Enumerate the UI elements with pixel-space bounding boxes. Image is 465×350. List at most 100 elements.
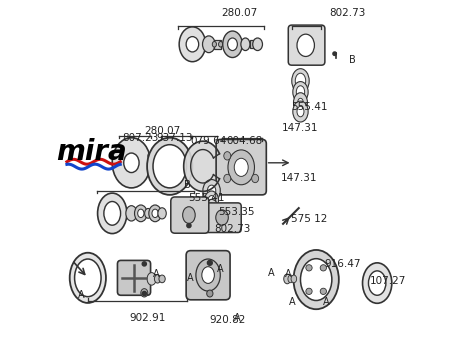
Ellipse shape [206,199,218,215]
Ellipse shape [297,106,304,117]
FancyBboxPatch shape [118,260,151,295]
Text: 575 12: 575 12 [291,214,327,224]
Text: 147.31: 147.31 [280,174,317,183]
Ellipse shape [207,185,216,196]
Text: 147.31: 147.31 [282,123,319,133]
Text: 555.41: 555.41 [188,193,225,203]
Ellipse shape [284,274,291,284]
Bar [214,40,221,49]
Text: A: A [288,297,295,307]
Ellipse shape [296,86,305,98]
Ellipse shape [213,42,217,47]
Ellipse shape [293,250,339,309]
Ellipse shape [291,275,297,283]
Ellipse shape [300,259,332,301]
Text: 280.07: 280.07 [221,8,258,18]
Text: A: A [78,290,84,300]
Text: A: A [217,264,224,274]
Ellipse shape [288,275,293,283]
Text: A: A [153,270,159,279]
Text: 807.23: 807.23 [122,133,158,143]
Ellipse shape [306,288,312,294]
Polygon shape [184,141,219,191]
Ellipse shape [252,174,259,183]
Ellipse shape [228,150,254,185]
Ellipse shape [320,288,326,294]
Ellipse shape [363,263,392,303]
Text: 079.64: 079.64 [190,136,226,146]
Text: 920.82: 920.82 [209,315,246,325]
Ellipse shape [154,275,161,283]
FancyBboxPatch shape [203,203,241,232]
Text: 902.91: 902.91 [129,313,165,323]
Text: A: A [267,268,274,278]
Text: A: A [234,313,241,323]
Circle shape [142,292,146,296]
Ellipse shape [149,205,161,222]
Ellipse shape [205,191,219,209]
Ellipse shape [196,259,220,291]
Text: 107.27: 107.27 [370,276,406,286]
Ellipse shape [306,265,312,271]
Ellipse shape [224,174,231,183]
Ellipse shape [74,259,101,297]
Ellipse shape [234,158,248,176]
Ellipse shape [147,273,156,285]
Text: B: B [184,181,191,190]
Ellipse shape [141,289,148,297]
Text: 553.35: 553.35 [218,206,254,217]
Ellipse shape [298,98,303,107]
Ellipse shape [293,82,308,103]
Text: 937.13: 937.13 [157,133,193,143]
Ellipse shape [207,290,213,297]
Ellipse shape [293,101,308,122]
Text: B: B [349,55,356,65]
Ellipse shape [158,208,166,219]
Circle shape [187,223,191,228]
Text: 802.73: 802.73 [329,8,366,18]
Text: 916.47: 916.47 [324,259,360,269]
Circle shape [333,52,336,55]
Ellipse shape [153,145,186,188]
Ellipse shape [186,37,199,52]
Text: A: A [285,270,292,279]
Ellipse shape [179,27,206,62]
Ellipse shape [241,38,250,50]
Bar [250,40,255,48]
Ellipse shape [368,271,386,295]
Ellipse shape [112,138,151,188]
Ellipse shape [147,138,193,195]
Ellipse shape [216,210,228,225]
FancyBboxPatch shape [171,197,209,233]
Bar [335,52,336,58]
Ellipse shape [224,152,231,160]
Ellipse shape [148,153,153,159]
Text: A: A [187,273,194,283]
Ellipse shape [203,36,215,52]
Ellipse shape [228,38,237,50]
Text: 004.68: 004.68 [226,136,263,146]
Ellipse shape [295,73,306,89]
Ellipse shape [152,209,158,218]
Ellipse shape [293,93,307,112]
Ellipse shape [292,69,309,93]
Ellipse shape [148,167,153,173]
Text: mira: mira [56,138,126,166]
Ellipse shape [202,267,214,284]
FancyBboxPatch shape [288,25,325,65]
Ellipse shape [138,209,144,218]
Ellipse shape [145,209,152,218]
Ellipse shape [209,203,214,211]
Text: 802.73: 802.73 [214,224,251,234]
Ellipse shape [159,275,165,283]
FancyBboxPatch shape [186,251,230,300]
Ellipse shape [134,205,147,222]
Ellipse shape [320,265,326,271]
Ellipse shape [252,38,262,50]
Ellipse shape [219,42,223,47]
Ellipse shape [70,253,106,303]
Ellipse shape [104,202,120,225]
Ellipse shape [124,153,139,173]
Ellipse shape [183,207,195,223]
Text: 555.41: 555.41 [291,102,327,112]
